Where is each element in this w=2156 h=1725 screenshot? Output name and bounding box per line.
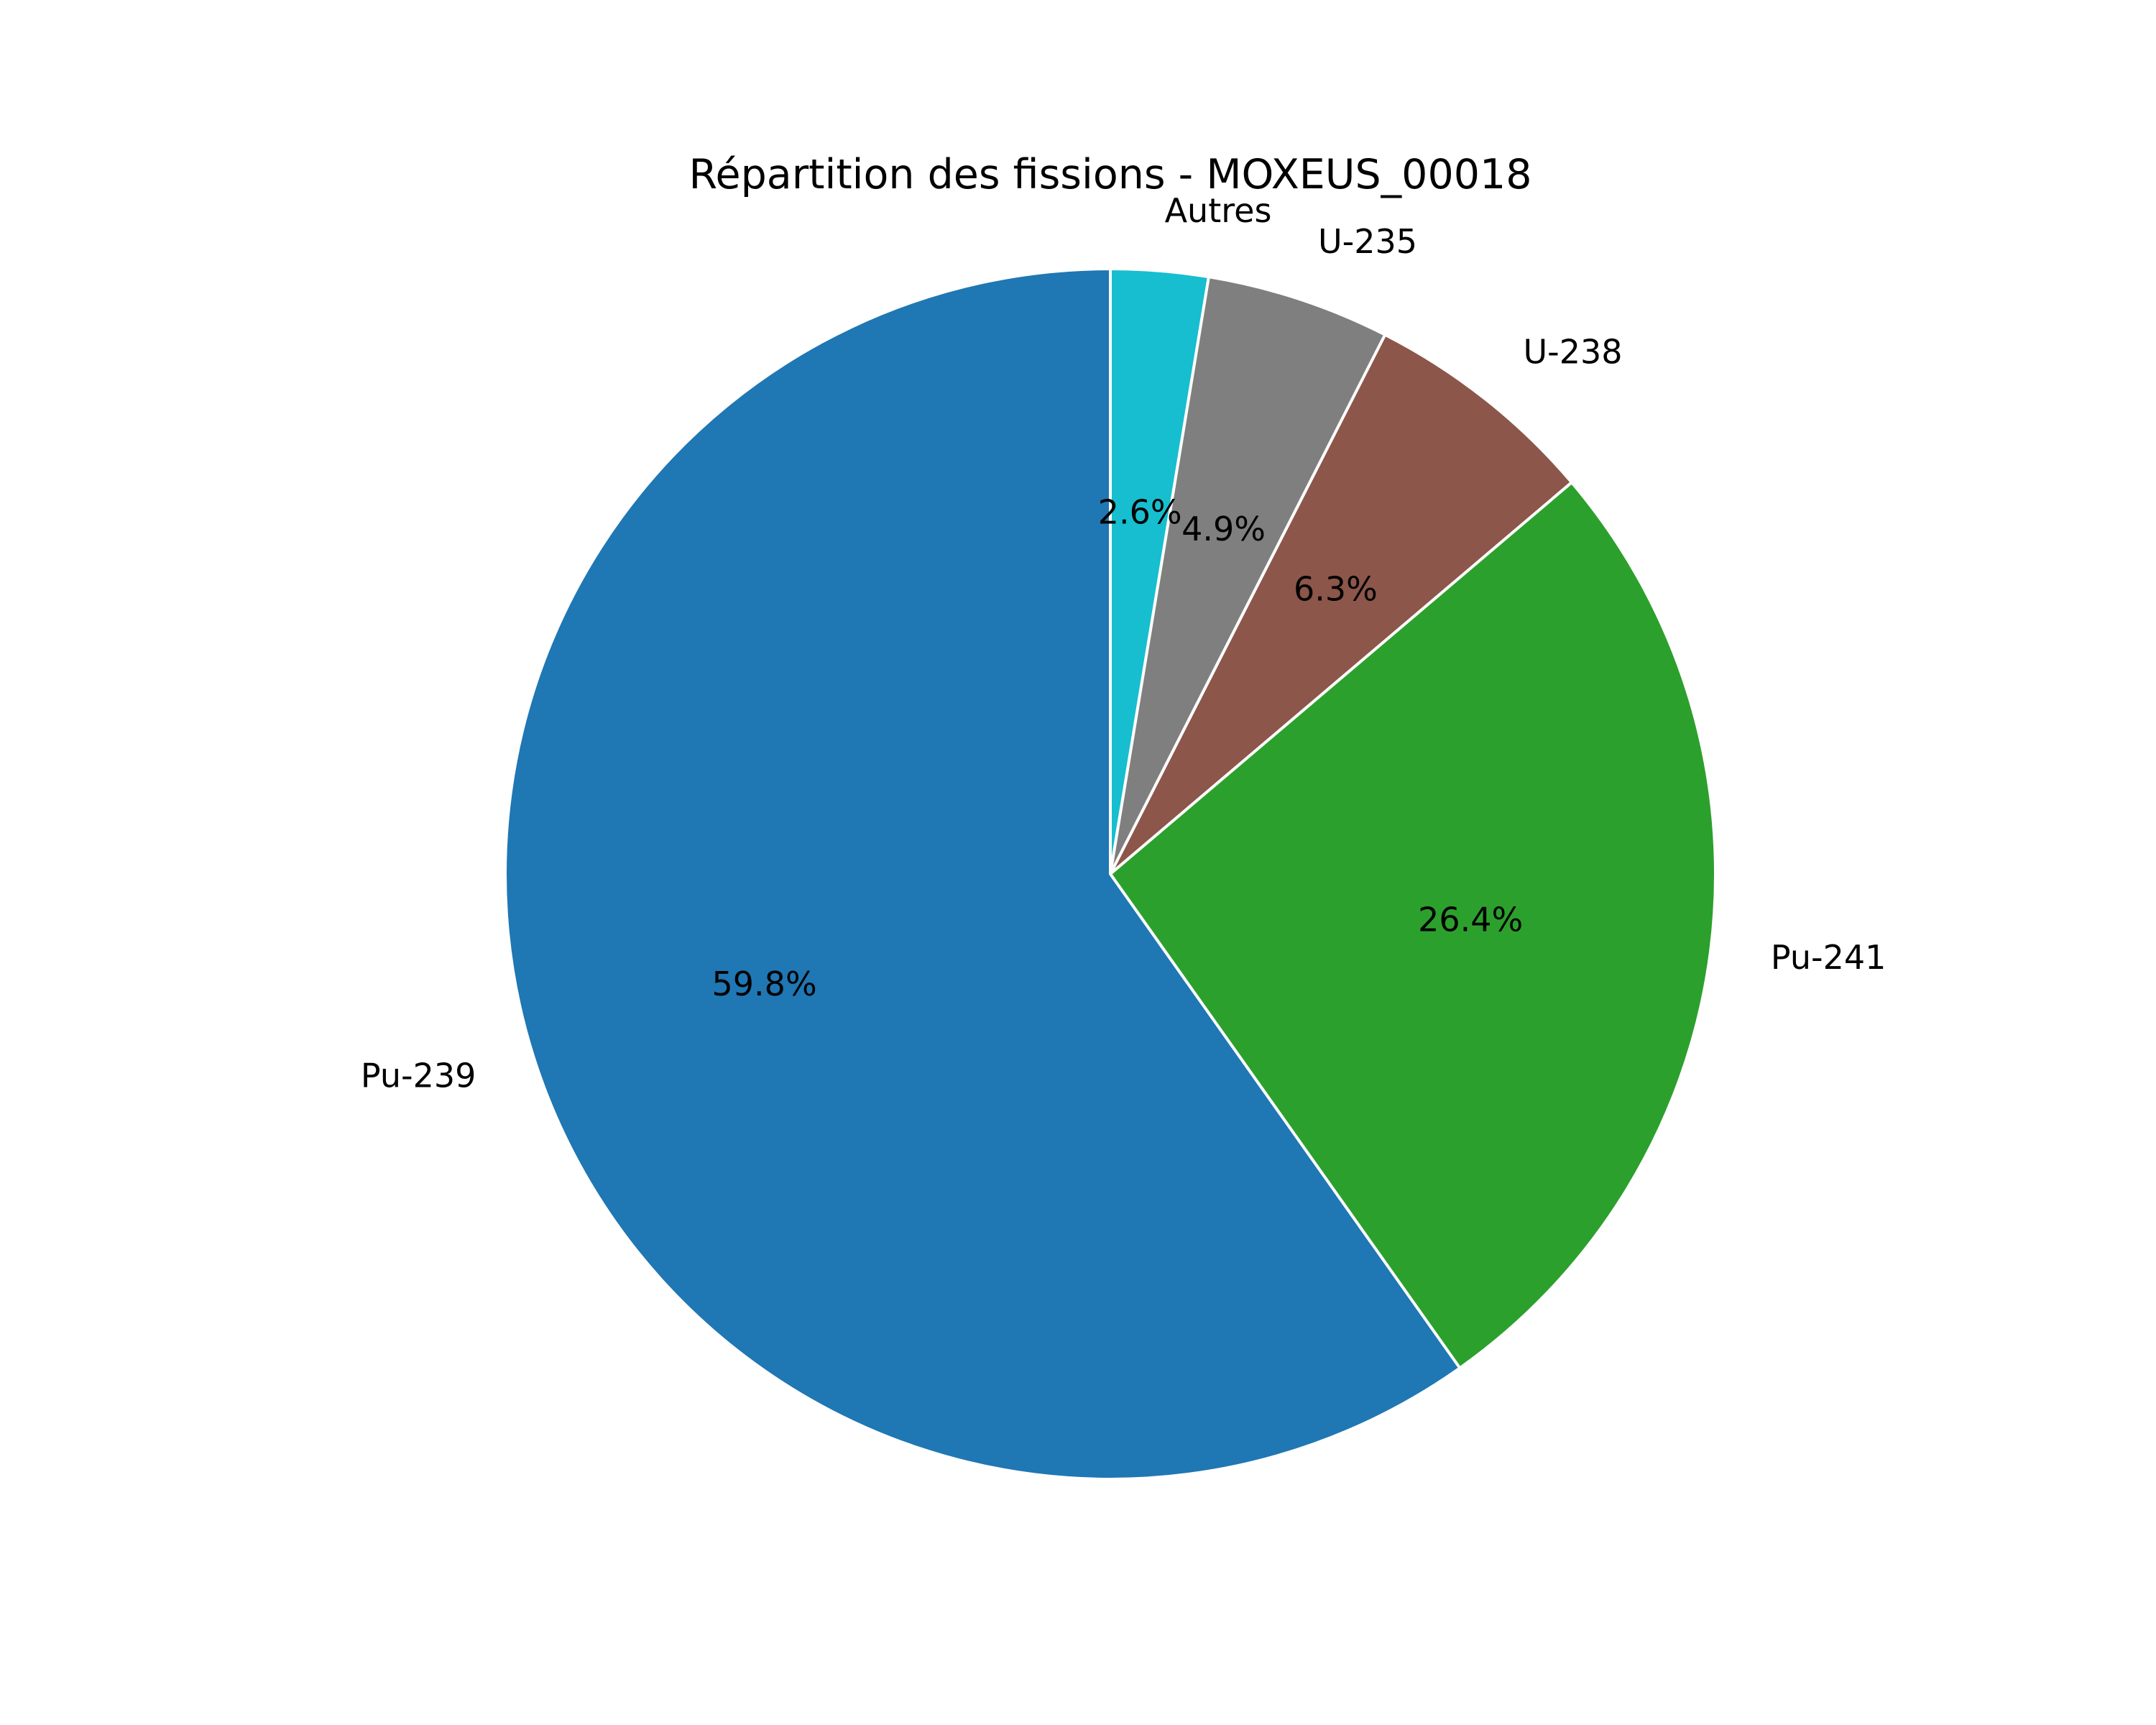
slice-label-u-238: U-238 [1524,333,1623,372]
slice-pct-u-235: 4.9% [1181,510,1266,548]
slice-label-u-235: U-235 [1318,222,1417,261]
slice-label-pu-241: Pu-241 [1771,938,1886,977]
pie-labels: Autres 2.6% U-235 4.9% U-238 6.3% Pu-241 26.4% P… [361,191,1886,1095]
slice-pct-u-238: 6.3% [1294,570,1378,609]
pie-slice-u-235 [1109,275,1387,875]
slice-label-pu-239: Pu-239 [361,1057,476,1095]
slice-pct-pu-241: 26.4% [1418,900,1523,939]
pie-slice-pu-239 [504,267,1462,1481]
pie-slices [504,267,1717,1481]
pie-slice-pu-241 [1109,481,1717,1370]
slice-label-autres: Autres [1165,191,1272,230]
slice-pct-autres: 2.6% [1098,493,1182,532]
slice-pct-pu-239: 59.8% [712,965,817,1003]
chart-title: Répartition des fissions - MOXEUS_00018 [688,151,1531,198]
pie-slice-u-238 [1109,333,1573,875]
